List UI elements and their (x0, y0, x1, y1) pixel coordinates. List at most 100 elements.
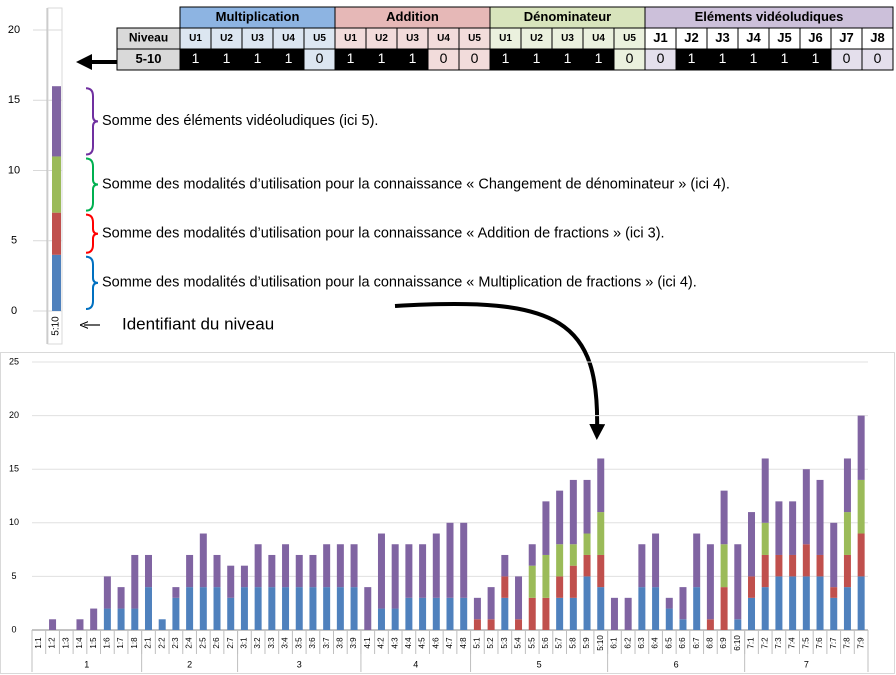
bar-segment (473, 619, 481, 630)
row-label: 5-10 (135, 51, 161, 66)
bar-segment (843, 587, 851, 630)
bar-segment (528, 597, 536, 630)
value: 0 (626, 50, 634, 66)
x-tick-label: 1:4 (75, 637, 84, 649)
bar-segment (172, 587, 180, 598)
column-header: U3 (561, 33, 574, 44)
value: 1 (564, 50, 572, 66)
x-tick-label: 2:5 (198, 637, 207, 649)
group-header: Dénominateur (524, 9, 611, 24)
x-tick-label: 6:5 (664, 637, 673, 649)
bar-segment (268, 587, 276, 630)
x-tick-label: 7:4 (788, 637, 797, 649)
bar-segment (638, 587, 646, 630)
bar-segment (802, 469, 810, 545)
bar-segment (597, 512, 605, 555)
x-tick-label: 3:5 (294, 637, 303, 649)
column-header: J2 (684, 30, 698, 45)
bar-segment (857, 533, 865, 577)
x-tick-label: 5:3 (500, 637, 509, 649)
bar-segment (830, 587, 838, 598)
x-tick-label: 3:2 (253, 637, 262, 649)
bar-segment (52, 86, 61, 157)
x-tick-label: 6:2 (623, 637, 632, 649)
bar-segment (542, 554, 550, 598)
y-tick-label: 10 (9, 517, 19, 527)
bar-segment (528, 565, 536, 598)
column-header: U5 (623, 33, 636, 44)
bar-segment (446, 597, 454, 630)
bar-segment (569, 479, 577, 545)
x-tick-label: 3:1 (240, 637, 249, 649)
y-tick-label: 0 (11, 305, 17, 317)
x-tick-label: 4:3 (390, 637, 399, 649)
y-tick-label: 20 (9, 410, 19, 420)
bar-segment (857, 576, 865, 630)
value: 0 (440, 50, 448, 66)
brace (85, 87, 99, 156)
group-header: Multiplication (216, 9, 300, 24)
column-header: J3 (715, 30, 729, 45)
bar-segment (52, 156, 61, 213)
column-header: U4 (592, 33, 605, 44)
x-tick-label: 5:10 (51, 316, 62, 336)
x-tick-label: 1:1 (34, 637, 43, 649)
bar-segment (90, 608, 98, 630)
x-tick-label: 3:8 (335, 637, 344, 649)
column-header: U1 (344, 33, 357, 44)
column-header: U4 (282, 33, 295, 44)
value: 1 (781, 50, 789, 66)
y-tick-label: 10 (8, 164, 20, 176)
x-tick-label: 6:8 (706, 637, 715, 649)
bar-segment (789, 554, 797, 577)
x-tick-label: 3:6 (308, 637, 317, 649)
x-tick-label: 4:8 (459, 637, 468, 649)
group-label: 3 (297, 659, 302, 669)
bar-segment (761, 554, 769, 588)
bar-segment (775, 554, 783, 577)
bar-segment (227, 597, 235, 630)
x-tick-label: 7:5 (801, 637, 810, 649)
bar-segment (213, 587, 221, 630)
bar-segment (254, 587, 262, 630)
x-tick-label: 2:1 (144, 637, 153, 649)
curved-arrow (394, 302, 606, 440)
bar-segment (419, 544, 427, 598)
bar-segment (240, 587, 248, 630)
y-tick-label: 25 (9, 356, 19, 366)
value: 1 (595, 50, 603, 66)
bar-segment (748, 576, 756, 598)
value: 1 (192, 50, 200, 66)
bar-segment (843, 554, 851, 588)
x-tick-label: 6:6 (678, 637, 687, 649)
bar-segment (350, 587, 358, 630)
bar-segment (693, 587, 701, 630)
x-tick-label: 5:1 (473, 637, 482, 649)
bar-segment (665, 608, 673, 630)
x-tick-label: 7:3 (774, 637, 783, 649)
bar-segment (158, 619, 166, 630)
bar-segment (652, 533, 660, 588)
bar-segment (693, 533, 701, 588)
column-header: J5 (777, 30, 791, 45)
x-tick-label: 5:6 (541, 637, 550, 649)
brace (85, 213, 99, 254)
bar-segment (377, 533, 385, 609)
x-tick-label: 4:5 (418, 637, 427, 649)
group-label: 7 (804, 659, 809, 669)
group-header: Addition (386, 9, 439, 24)
value: 1 (378, 50, 386, 66)
bar-segment (638, 544, 646, 588)
x-tick-label: 1:7 (116, 637, 125, 649)
x-tick-label: 3:4 (281, 637, 290, 649)
bar-segment (199, 533, 207, 588)
bar-segment (405, 544, 413, 598)
bar-segment (501, 597, 509, 630)
x-tick-label: 4:4 (404, 637, 413, 649)
bar-segment (377, 608, 385, 630)
value: 1 (409, 50, 417, 66)
x-tick-label: 1:6 (102, 637, 111, 649)
bar-segment (802, 544, 810, 577)
x-tick-label: 2:7 (226, 637, 235, 649)
bar-segment (775, 501, 783, 555)
